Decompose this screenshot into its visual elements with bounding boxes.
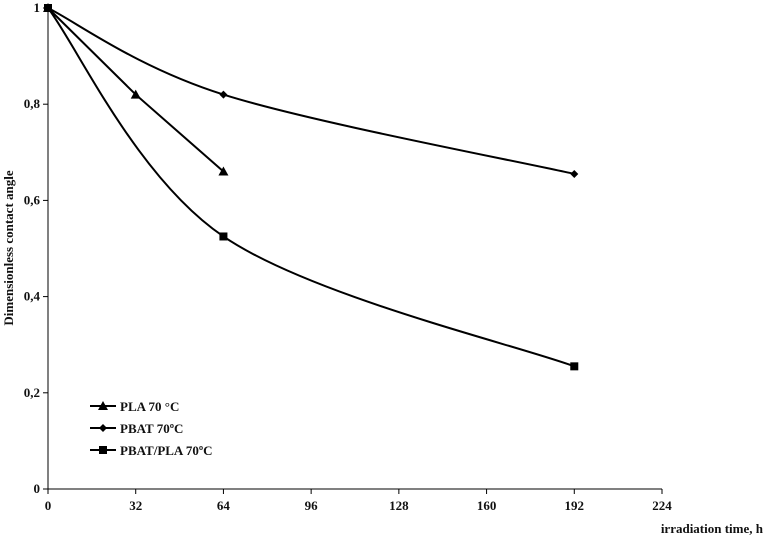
x-tick-label: 96 (305, 498, 319, 513)
y-tick-label: 0 (34, 481, 41, 496)
series-triangle (43, 3, 229, 176)
x-tick-label: 224 (652, 498, 672, 513)
legend: PLA 70 °C PBAT 70ºC PBAT/PLA 70ºC (90, 399, 213, 458)
data-point-square (570, 362, 579, 371)
legend-marker-diamond (99, 424, 107, 432)
legend-label: PBAT 70ºC (120, 421, 183, 436)
legend-label: PBAT/PLA 70ºC (120, 443, 213, 458)
legend-marker-square (99, 446, 107, 454)
y-tick-label: 0,2 (24, 385, 40, 400)
y-axis-title: Dimensionless contact angle (1, 170, 16, 326)
legend-item: PBAT 70ºC (90, 421, 183, 436)
series-group (43, 3, 579, 371)
data-point-diamond (570, 169, 579, 178)
y-tick-label: 0,6 (24, 192, 41, 207)
data-point-triangle (130, 89, 141, 99)
x-axis-title: irradiation time, h (661, 521, 764, 536)
series-line (47, 7, 575, 368)
data-point-square (44, 4, 52, 12)
legend-item: PBAT/PLA 70ºC (90, 443, 213, 458)
y-tick-label: 0,4 (24, 289, 41, 304)
x-tick-label: 160 (477, 498, 497, 513)
y-tick-label: 0,8 (24, 96, 41, 111)
series-line (47, 7, 575, 175)
x-tick-label: 192 (565, 498, 585, 513)
x-tick-label: 32 (129, 498, 142, 513)
y-tick-group: 0 0,2 0,4 0,6 0,8 1 (24, 0, 48, 496)
y-tick-label: 1 (34, 0, 41, 15)
data-point-diamond (219, 90, 228, 99)
legend-marker-triangle (98, 401, 108, 410)
x-tick-label: 64 (217, 498, 231, 513)
x-tick-label: 128 (389, 498, 409, 513)
series-square (44, 4, 579, 371)
legend-item: PLA 70 °C (90, 399, 179, 414)
x-tick-group: 0 32 64 96 128 160 192 224 (45, 489, 672, 513)
axes (47, 8, 662, 490)
data-point-triangle (218, 166, 229, 176)
series-diamond (44, 4, 579, 178)
legend-label: PLA 70 °C (120, 399, 179, 414)
data-point-square (219, 232, 228, 241)
x-tick-label: 0 (45, 498, 52, 513)
